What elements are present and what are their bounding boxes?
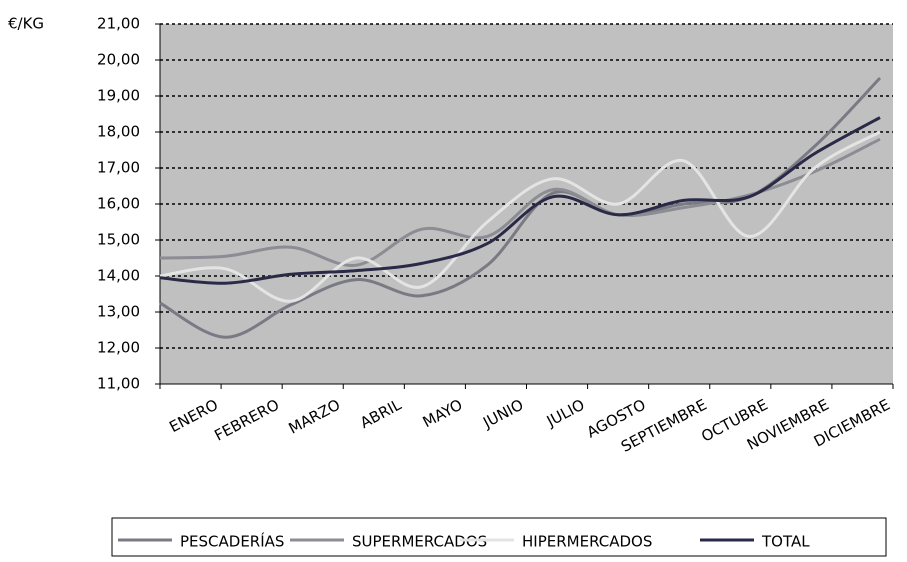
- y-tick-label: 19,00: [97, 87, 140, 105]
- y-tick-label: 13,00: [97, 303, 140, 321]
- x-tick-label: JULIO: [543, 396, 588, 431]
- series-line: [159, 130, 881, 303]
- y-tick-label: 16,00: [97, 195, 140, 213]
- legend-label: SUPERMERCADOS: [352, 533, 487, 551]
- y-tick-label: 11,00: [97, 375, 140, 393]
- legend-label: TOTAL: [761, 533, 810, 551]
- y-tick-label: 20,00: [97, 51, 140, 69]
- y-tick-label: 21,00: [97, 15, 140, 33]
- y-tick-label: 17,00: [97, 159, 140, 177]
- x-tick-label: MAYO: [420, 396, 466, 432]
- y-tick-label: 15,00: [97, 231, 140, 249]
- y-tick-label: 14,00: [97, 267, 140, 285]
- x-tick-label: MARZO: [286, 396, 344, 438]
- legend-box: [111, 517, 887, 557]
- legend-label: PESCADERÍAS: [180, 532, 284, 551]
- x-tick-label: FEBRERO: [211, 396, 282, 445]
- series-line: [159, 116, 881, 285]
- y-tick-label: 18,00: [97, 123, 140, 141]
- y-tick-label: 12,00: [97, 339, 140, 357]
- y-axis-label: €/KG: [8, 15, 44, 33]
- x-tick-label: JUNIO: [479, 396, 526, 432]
- x-tick-label: ABRIL: [357, 395, 405, 432]
- legend-label: HIPERMERCADOS: [522, 533, 652, 551]
